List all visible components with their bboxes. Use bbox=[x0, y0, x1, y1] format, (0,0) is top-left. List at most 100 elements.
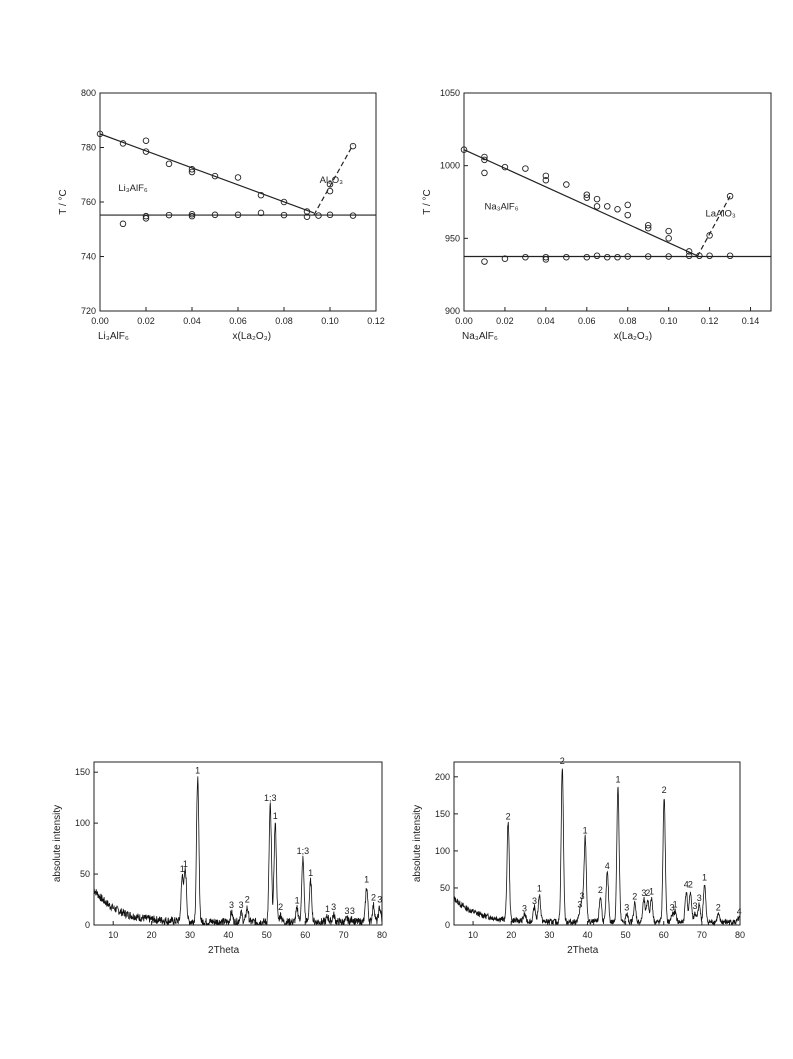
plot-frame bbox=[463, 92, 772, 312]
peak-label: 1 bbox=[180, 864, 185, 874]
peak-label: 2 bbox=[645, 888, 650, 898]
x-tick-label: 0.04 bbox=[537, 316, 555, 326]
peak-label: 1 bbox=[537, 883, 542, 893]
x-tick-label: 30 bbox=[544, 930, 554, 940]
x-tick-label: 0.08 bbox=[275, 316, 293, 326]
x-tick-label: 80 bbox=[377, 930, 387, 940]
peak-label: 3 bbox=[345, 906, 350, 916]
peak-label: 3 bbox=[697, 893, 702, 903]
peak-label: 3 bbox=[377, 895, 382, 905]
x-axis-label: x(La₂O₃) bbox=[614, 331, 653, 342]
plot-area: 0.00 0.02 0.04 0.06 0.08 0.10 0.12 0.14 900 950 10… bbox=[422, 88, 772, 342]
x-tick-label: 80 bbox=[735, 930, 745, 940]
y-tick-label: 50 bbox=[80, 869, 90, 879]
x-tick-label: 0.00 bbox=[91, 316, 109, 326]
x-tick-label: 60 bbox=[659, 930, 669, 940]
liquidus-point bbox=[644, 224, 652, 232]
y-tick-label: 760 bbox=[81, 197, 96, 207]
x-tick-label: 10 bbox=[108, 930, 118, 940]
x-tick-label: 10 bbox=[468, 930, 478, 940]
plot-area: 10 20 30 40 50 60 70 80 0 50 100 150 200 2Theta absolu… bbox=[412, 756, 745, 956]
liquidus-point bbox=[234, 174, 242, 181]
peak-label: 3 bbox=[692, 901, 697, 911]
y-axis-label: absolute intensity bbox=[52, 805, 63, 882]
peak-label: 3 bbox=[577, 900, 582, 910]
liquidus-point bbox=[257, 191, 265, 199]
liquidus-point bbox=[481, 153, 488, 161]
y-axis-label: T / °C bbox=[58, 189, 69, 214]
eutectic-point bbox=[624, 253, 631, 260]
liquidus-point bbox=[583, 191, 591, 198]
peak-label: 2 bbox=[688, 880, 693, 890]
x-tick-label: 0.06 bbox=[578, 316, 596, 326]
liquidus-point bbox=[460, 146, 468, 153]
peak-label: 3 bbox=[522, 903, 527, 913]
liquidus-point bbox=[326, 187, 334, 195]
y-axis-label: absolute intensity bbox=[412, 805, 423, 882]
plot-area: 0.00 0.02 0.04 0.06 0.08 0.10 0.12 720 740 760 780… bbox=[58, 88, 385, 342]
peak-label: 1 bbox=[325, 904, 330, 914]
origin-label: Na₃AlF₆ bbox=[462, 331, 498, 342]
y-tick-label: 200 bbox=[435, 772, 450, 782]
y-tick-label: 740 bbox=[81, 252, 96, 262]
peak-label: 2 bbox=[245, 895, 250, 905]
x-tick-label: 70 bbox=[697, 930, 707, 940]
eutectic-point bbox=[542, 253, 550, 261]
liquidus-point bbox=[211, 172, 219, 180]
liquidus-point bbox=[501, 163, 509, 171]
xrd-pattern-2: 10 20 30 40 50 60 70 80 0 50 100 150 200 2Theta absolu… bbox=[412, 756, 745, 956]
x-tick-label: 0.10 bbox=[321, 316, 339, 326]
eutectic-point bbox=[303, 213, 311, 220]
phase-annotation: Li₃AlF₆ bbox=[118, 183, 148, 194]
peak-label: 1;3 bbox=[297, 846, 310, 856]
x-tick-label: 20 bbox=[506, 930, 516, 940]
y-tick-label: 50 bbox=[440, 883, 450, 893]
y-tick-label: 780 bbox=[81, 143, 96, 153]
liquidus-point bbox=[481, 156, 488, 164]
x-tick-label: 40 bbox=[582, 930, 592, 940]
eutectic-point bbox=[211, 211, 219, 219]
y-tick-label: 720 bbox=[81, 306, 96, 316]
y-tick-label: 950 bbox=[445, 233, 460, 243]
peak-label: 1;3 bbox=[264, 793, 277, 803]
diffraction-trace bbox=[453, 768, 740, 927]
liquidus-point bbox=[165, 160, 173, 168]
eutectic-point bbox=[234, 211, 242, 219]
eutectic-point bbox=[706, 252, 713, 260]
eutectic-point bbox=[326, 211, 334, 219]
x-axis-label: x(La₂O₃) bbox=[233, 331, 272, 342]
liquidus-point bbox=[593, 203, 601, 210]
liquidus-point bbox=[685, 248, 693, 255]
plot-frame bbox=[453, 761, 741, 926]
eutectic-point bbox=[583, 253, 591, 261]
peak-label: 3 bbox=[331, 902, 336, 912]
liquidus-point bbox=[665, 227, 672, 235]
dashed-boundary-line bbox=[313, 144, 354, 216]
x-axis-label: 2Theta bbox=[208, 945, 240, 956]
peak-label: 3 bbox=[229, 900, 234, 910]
liquidus-point bbox=[481, 169, 488, 177]
eutectic-point bbox=[142, 215, 150, 222]
y-tick-label: 150 bbox=[435, 809, 450, 819]
eutectic-point bbox=[696, 252, 703, 260]
liquidus-point bbox=[142, 137, 150, 144]
peak-label: 2 bbox=[560, 756, 565, 766]
x-tick-label: 0.12 bbox=[367, 316, 385, 326]
eutectic-point bbox=[349, 212, 357, 219]
eutectic-point bbox=[665, 253, 672, 260]
y-tick-label: 800 bbox=[81, 88, 96, 98]
peak-label: 1 bbox=[615, 774, 620, 784]
plot-frame bbox=[99, 92, 377, 312]
y-tick-label: 100 bbox=[75, 818, 90, 828]
peak-label: 2 bbox=[716, 903, 721, 913]
peak-label: 1 bbox=[295, 896, 300, 906]
x-tick-label: 0.06 bbox=[229, 316, 247, 326]
diffraction-trace bbox=[93, 776, 383, 927]
x-tick-label: 0.10 bbox=[660, 316, 678, 326]
peak-label: 2 bbox=[371, 893, 376, 903]
phase-boundary-line bbox=[463, 149, 698, 257]
eutectic-point bbox=[542, 256, 550, 263]
eutectic-point bbox=[119, 220, 127, 228]
eutectic-point bbox=[522, 253, 529, 261]
y-tick-label: 0 bbox=[85, 920, 90, 930]
